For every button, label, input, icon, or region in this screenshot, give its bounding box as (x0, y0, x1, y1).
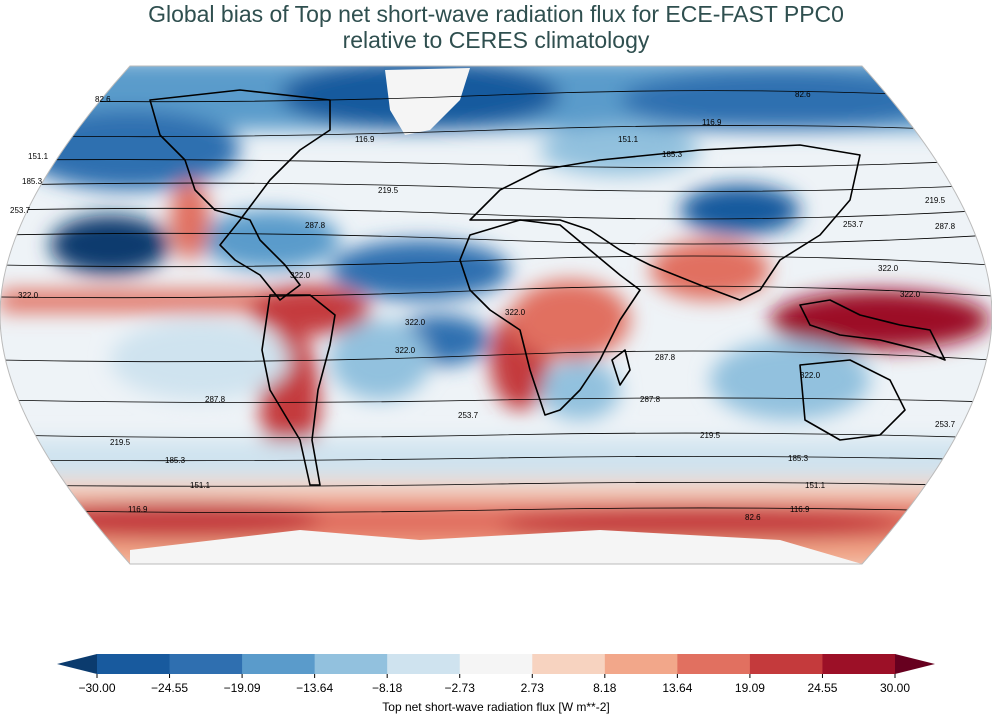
map-field (0, 66, 992, 564)
colorbar-cell (604, 654, 678, 674)
contour-label: 322.0 (878, 264, 899, 273)
contour-label: 151.1 (805, 481, 826, 490)
contour-label: 287.8 (935, 222, 956, 231)
contour-label: 185.3 (662, 150, 683, 159)
chart-title-line2: relative to CERES climatology (342, 27, 650, 53)
colorbar-cell (97, 654, 171, 674)
colorbar-tick-label: 19.09 (735, 681, 765, 695)
contour-label: 151.1 (190, 481, 211, 490)
contour-label: 253.7 (935, 420, 956, 429)
colorbar-extend-max (895, 654, 935, 674)
colorbar-tick-label: 30.00 (880, 681, 910, 695)
colorbar-cells (97, 654, 896, 674)
colorbar-cell (749, 654, 823, 674)
colorbar-cell (532, 654, 606, 674)
colorbar-tick-label: −19.09 (224, 681, 261, 695)
contour-label: 219.5 (110, 438, 131, 447)
colorbar-label: Top net short-wave radiation flux [W m**… (382, 700, 610, 714)
contour-label: 82.6 (795, 90, 811, 99)
colorbar-tick-label: −2.73 (445, 681, 476, 695)
contour-label: 287.8 (305, 221, 326, 230)
contour-label: 322.0 (290, 271, 311, 280)
contour-label: 116.9 (128, 505, 148, 514)
colorbar-ticks: −30.00 −24.55 −19.09 −13.64 −8.18 −2.73 2.73 8.… (78, 674, 910, 695)
globe-border (0, 65, 992, 565)
contour-label: 322.0 (395, 346, 416, 355)
colorbar-tick-label: −30.00 (78, 681, 115, 695)
colorbar-tick-label: −13.64 (296, 681, 333, 695)
contour-label: 185.3 (165, 456, 186, 465)
contour-label: 322.0 (800, 371, 821, 380)
colorbar-extend-min (57, 654, 97, 674)
contour-label: 82.6 (745, 513, 761, 522)
contour-label: 322.0 (405, 318, 426, 327)
contour-label: 116.9 (355, 135, 375, 144)
contour-label: 219.5 (925, 196, 946, 205)
contour-label: 219.5 (700, 431, 721, 440)
contour-label: 322.0 (505, 308, 526, 317)
contour-label: 287.8 (655, 353, 676, 362)
contour-label: 116.9 (702, 118, 722, 127)
colorbar-cell (677, 654, 751, 674)
colorbar-tick-label: 8.18 (593, 681, 617, 695)
colorbar-cell (314, 654, 388, 674)
colorbar-tick-label: 13.64 (662, 681, 692, 695)
contour-label: 151.1 (28, 152, 49, 161)
contour-label: 219.5 (378, 186, 399, 195)
colorbar-tick-label: 24.55 (807, 681, 837, 695)
contour-label: 185.3 (788, 454, 809, 463)
contour-label: 116.9 (790, 505, 810, 514)
chart-title-line1: Global bias of Top net short-wave radiat… (148, 1, 844, 27)
contour-label: 185.3 (22, 177, 43, 186)
colorbar-cell (242, 654, 316, 674)
colorbar: −30.00 −24.55 −19.09 −13.64 −8.18 −2.73 2.73 8.… (57, 654, 935, 695)
colorbar-cell (822, 654, 896, 674)
colorbar-tick-label: −8.18 (372, 681, 403, 695)
colorbar-tick-label: −24.55 (151, 681, 188, 695)
colorbar-cell (387, 654, 461, 674)
contour-label: 322.0 (18, 291, 39, 300)
colorbar-cell (169, 654, 243, 674)
contour-label: 151.1 (618, 135, 639, 144)
contour-label: 253.7 (843, 220, 864, 229)
colorbar-tick-label: 2.73 (521, 681, 545, 695)
contour-label: 253.7 (458, 411, 479, 420)
contour-label: 253.7 (10, 206, 31, 215)
contour-label: 287.8 (205, 395, 226, 404)
contour-label: 322.0 (900, 290, 921, 299)
world-map: 82.6 151.1 185.3 253.7 287.8 322.0 287.8… (0, 65, 992, 565)
colorbar-cell (459, 654, 533, 674)
contour-label: 287.8 (640, 395, 661, 404)
contour-label: 82.6 (95, 95, 111, 104)
contour-labels: 82.6 151.1 185.3 253.7 287.8 322.0 287.8… (10, 90, 956, 522)
